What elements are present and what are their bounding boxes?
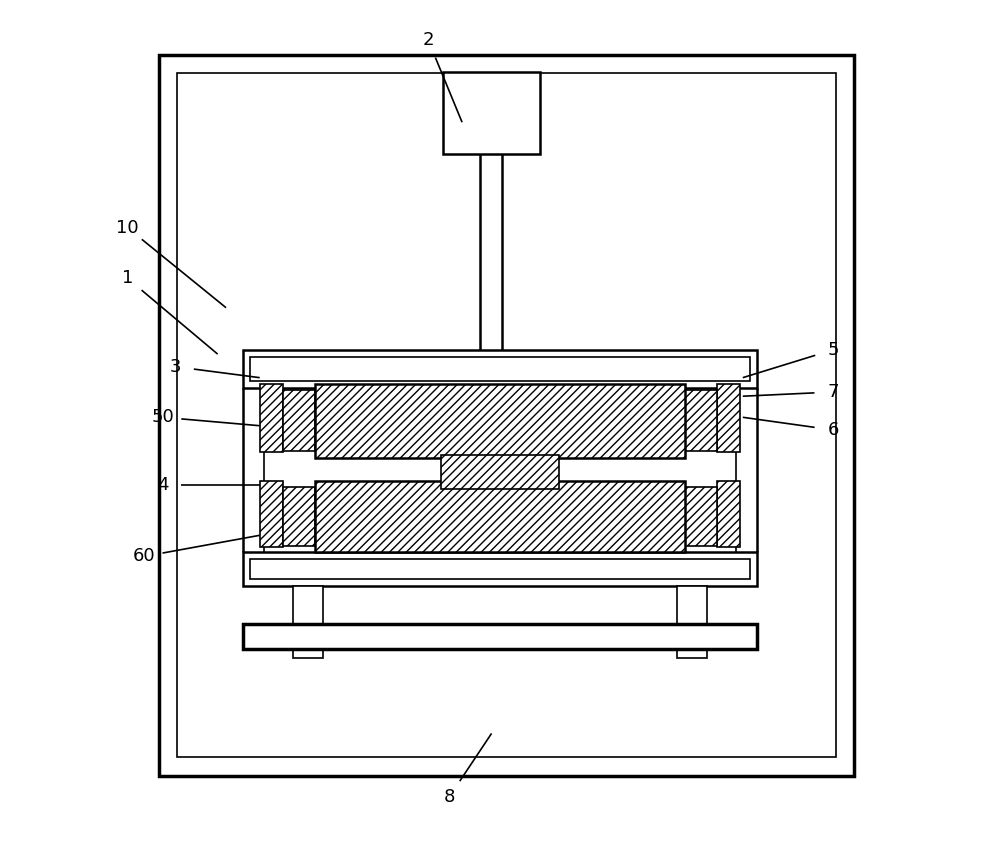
Text: 5: 5 — [827, 341, 839, 359]
Bar — [243, 624, 757, 649]
Text: 4: 4 — [157, 475, 169, 494]
Bar — [283, 390, 315, 451]
Bar — [443, 72, 540, 154]
Text: 8: 8 — [444, 787, 455, 806]
Bar — [441, 455, 559, 489]
Bar — [243, 350, 757, 388]
Bar — [250, 559, 750, 579]
Text: 6: 6 — [827, 421, 839, 439]
Bar — [250, 357, 750, 381]
Bar — [293, 586, 323, 658]
Bar — [243, 552, 757, 586]
Bar — [685, 390, 717, 451]
Bar — [159, 55, 854, 776]
Bar — [315, 384, 685, 458]
Bar — [177, 73, 836, 757]
Text: 50: 50 — [151, 408, 174, 427]
Bar — [283, 487, 315, 546]
Bar — [677, 586, 707, 658]
Bar — [315, 481, 685, 552]
Bar — [260, 481, 283, 547]
Bar — [260, 384, 283, 452]
Text: 60: 60 — [133, 547, 156, 566]
Bar — [717, 384, 740, 452]
Text: 10: 10 — [116, 218, 139, 237]
Bar — [717, 481, 740, 547]
Text: 7: 7 — [827, 383, 839, 401]
Text: 2: 2 — [423, 31, 434, 50]
Text: 3: 3 — [170, 357, 181, 376]
Bar — [685, 487, 717, 546]
Text: 1: 1 — [122, 269, 133, 287]
